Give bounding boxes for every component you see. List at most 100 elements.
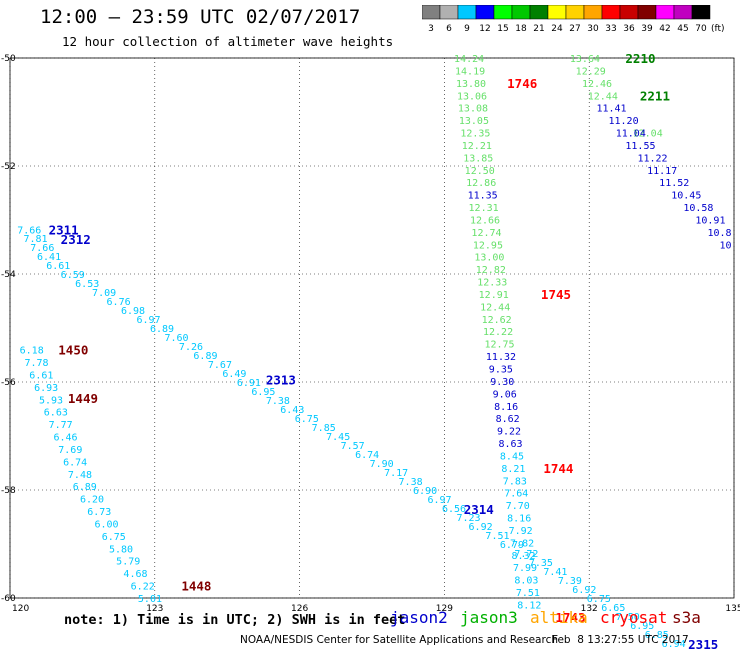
wave-height-label: 12.75	[484, 340, 514, 351]
lat-tick-label: -56	[1, 378, 16, 388]
wave-height-label: 12.82	[476, 265, 506, 276]
wave-height-label: 13.08	[458, 104, 488, 115]
wave-height-label: 6.93	[34, 383, 58, 394]
wave-height-label: 12.86	[466, 178, 496, 189]
color-scale-tick: 9	[464, 24, 470, 33]
wave-height-label: 5.80	[109, 544, 133, 555]
wave-height-label: 12.95	[473, 240, 503, 251]
pass-time-label: 2313	[266, 372, 296, 387]
wave-height-label: 6.43	[280, 405, 304, 416]
wave-height-label: 12.22	[483, 327, 513, 338]
wave-height-label: 6.90	[413, 486, 437, 497]
wave-height-label: 4.68	[123, 569, 147, 580]
legend-cryosat: cryosat	[600, 608, 668, 627]
pass-time-label: 2311	[49, 223, 79, 238]
wave-height-label: 9.30	[490, 377, 514, 388]
pass-time-label: 2312	[61, 232, 91, 247]
wave-height-label: 6.56	[442, 504, 466, 515]
wave-height-label: 7.45	[326, 432, 350, 443]
wave-height-label: 8.32	[511, 551, 535, 562]
color-scale-tick: 39	[641, 24, 653, 33]
wave-height-label: 12.50	[465, 166, 495, 177]
wave-height-label: 12.31	[469, 203, 499, 214]
wave-height-label: 13.80	[456, 79, 486, 90]
lon-tick-label: 120	[12, 604, 29, 614]
wave-height-label: 6.22	[131, 582, 155, 593]
wave-height-label: 8.21	[501, 464, 525, 475]
wave-height-label: 6.63	[44, 408, 68, 419]
wave-height-label: 7.57	[341, 441, 365, 452]
wave-height-label: 10.45	[671, 191, 701, 202]
wave-height-label: 7.85	[312, 423, 336, 434]
wave-height-label: 6.95	[251, 387, 275, 398]
wave-height-label: 11.22	[637, 153, 667, 164]
wave-height-label: 6.94	[662, 639, 686, 650]
wave-height-label: 6.92	[469, 522, 493, 533]
wave-height-label: 7.81	[24, 234, 48, 245]
wave-height-label: 8.63	[498, 439, 522, 450]
color-scale-tick: 42	[659, 24, 670, 33]
pass-time-label: 2314	[464, 502, 494, 517]
wave-height-label: 7.82	[510, 538, 534, 549]
wave-height-label: 7.64	[504, 489, 528, 500]
wave-height-label: 6.75	[587, 594, 611, 605]
wave-height-label: 13.06	[457, 91, 487, 102]
wave-height-label: 7.92	[509, 526, 533, 537]
pass-time-label: 2211	[640, 88, 670, 103]
wave-height-label: 6.74	[355, 450, 379, 461]
wave-height-label: 13.64	[570, 54, 600, 65]
color-scale-tick: 36	[623, 24, 635, 33]
lat-tick-label: -60	[1, 594, 16, 604]
credit-line: NOAA/NESDIS Center for Satellite Applica…	[240, 634, 558, 646]
wave-height-label: 11.17	[647, 166, 677, 177]
wave-height-label: 7.90	[370, 459, 394, 470]
wave-height-label: 8.45	[500, 451, 524, 462]
wave-height-label: 6.61	[29, 370, 53, 381]
wave-height-label: 6.46	[53, 433, 77, 444]
wave-height-label: 9.35	[489, 365, 513, 376]
wave-height-label: 6.98	[121, 306, 145, 317]
wave-height-label: 5.79	[116, 557, 140, 568]
lat-tick-label: -58	[1, 486, 16, 496]
wave-height-label: 12.66	[470, 215, 500, 226]
wave-height-label: 6.41	[37, 252, 61, 263]
color-scale-tick: 18	[515, 24, 527, 33]
wave-height-label: 14.19	[455, 66, 485, 77]
color-scale-tick: 24	[551, 24, 563, 33]
wave-height-label: 12.44	[588, 91, 618, 102]
wave-height-label: 8.16	[494, 402, 518, 413]
lon-tick-label: 132	[581, 604, 598, 614]
legend-jason3: jason3	[460, 608, 518, 627]
wave-height-label: 6.79	[500, 540, 524, 551]
wave-height-label: 10.91	[695, 215, 725, 226]
wave-height-label: 7.50	[616, 612, 640, 623]
wave-height-label: 6.00	[94, 519, 118, 530]
lat-tick-label: -52	[1, 162, 16, 172]
wave-height-label: 8.03	[514, 576, 538, 587]
wave-height-label: 13.00	[474, 253, 504, 264]
wave-height-label: 10	[720, 240, 732, 251]
pass-time-label: 2315	[688, 637, 718, 650]
wave-height-label: 12.33	[477, 278, 507, 289]
wave-height-label: 7.39	[558, 576, 582, 587]
wave-height-label: 6.85	[645, 630, 669, 641]
pass-time-label: 1450	[58, 343, 88, 358]
wave-height-label: 11.41	[596, 104, 626, 115]
lat-tick-label: -50	[1, 54, 16, 64]
wave-height-label: 5.01	[138, 594, 162, 605]
wave-height-label: 11.35	[468, 191, 498, 202]
wave-height-label: 6.76	[107, 297, 131, 308]
wave-height-label: 6.91	[237, 378, 261, 389]
pass-time-label: 1745	[541, 287, 571, 302]
wave-height-label: 6.53	[75, 279, 99, 290]
wave-height-label: 12.21	[462, 141, 492, 152]
wave-height-label: 7.35	[529, 558, 553, 569]
color-scale-unit: (ft)	[711, 24, 725, 33]
wave-height-label: 7.26	[179, 342, 203, 353]
wave-height-label: 7.66	[17, 226, 41, 237]
wave-height-label: 11.52	[659, 178, 689, 189]
wave-height-label: 6.89	[193, 351, 217, 362]
wave-height-label: 6.20	[80, 495, 104, 506]
color-scale-tick: 21	[533, 24, 544, 33]
color-scale-tick: 6	[446, 24, 452, 33]
